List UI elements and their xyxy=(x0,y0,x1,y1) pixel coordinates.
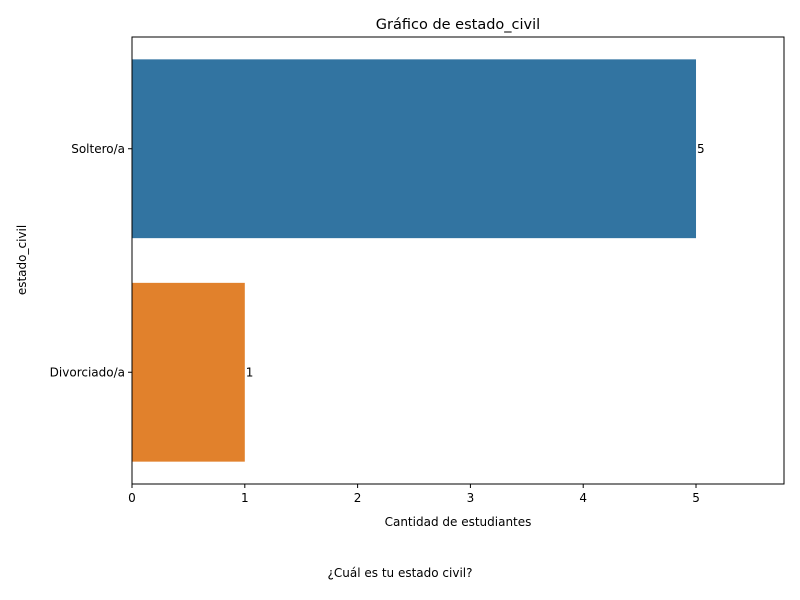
x-tick-label: 5 xyxy=(692,491,700,505)
plot-area: 5 Soltero/a 1 Divorciado/a 0 1 2 3 4 5 xyxy=(50,59,705,505)
x-tick-label: 4 xyxy=(579,491,587,505)
data-label: 1 xyxy=(246,365,254,379)
y-tick-label: Divorciado/a xyxy=(50,365,125,379)
x-axis-label: Cantidad de estudiantes xyxy=(385,515,532,529)
plot-frame xyxy=(131,36,785,485)
y-tick-label: Soltero/a xyxy=(71,142,125,156)
x-tick-label: 2 xyxy=(354,491,362,505)
x-tick-label: 0 xyxy=(128,491,136,505)
bar-divorciado-a xyxy=(132,282,245,462)
data-label: 5 xyxy=(697,142,705,156)
bar-soltero-a xyxy=(132,59,697,239)
chart-title: Gráfico de estado_civil xyxy=(376,17,540,33)
y-axis-label: estado_civil xyxy=(15,225,29,295)
x-tick-label: 3 xyxy=(467,491,475,505)
x-tick-label: 1 xyxy=(241,491,249,505)
chart-caption: ¿Cuál es tu estado civil? xyxy=(327,566,473,580)
